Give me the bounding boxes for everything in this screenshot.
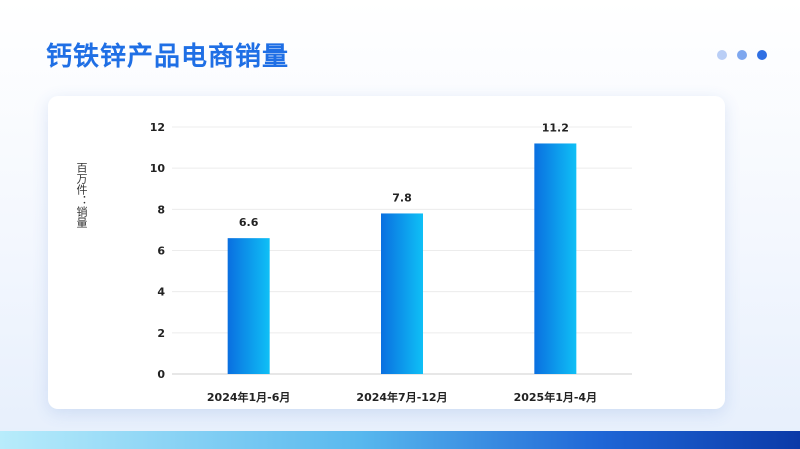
x-tick-label: 2024年7月-12月 — [356, 390, 447, 404]
page-indicator — [717, 50, 767, 60]
y-tick-label: 10 — [150, 162, 166, 175]
bar — [381, 213, 423, 374]
data-label: 11.2 — [542, 121, 569, 134]
y-tick-label: 12 — [150, 121, 165, 134]
page-dot-2 — [737, 50, 747, 60]
x-tick-label: 2024年1月-6月 — [207, 390, 291, 404]
data-label: 7.8 — [392, 191, 412, 204]
page-dot-1 — [717, 50, 727, 60]
y-tick-label: 6 — [157, 245, 165, 258]
y-tick-label: 0 — [157, 368, 165, 381]
x-tick-label: 2025年1月-4月 — [514, 390, 598, 404]
bar — [227, 238, 270, 374]
bottom-decor-bar — [0, 431, 800, 449]
data-label: 6.6 — [239, 216, 259, 229]
y-tick-label: 2 — [157, 327, 165, 340]
page-title: 钙铁锌产品电商销量 — [46, 42, 290, 72]
bar — [534, 143, 577, 374]
y-axis-label: 百万件：销量 — [75, 162, 88, 228]
y-tick-label: 4 — [157, 286, 165, 299]
page-dot-3 — [757, 50, 767, 60]
y-tick-label: 8 — [157, 203, 165, 216]
